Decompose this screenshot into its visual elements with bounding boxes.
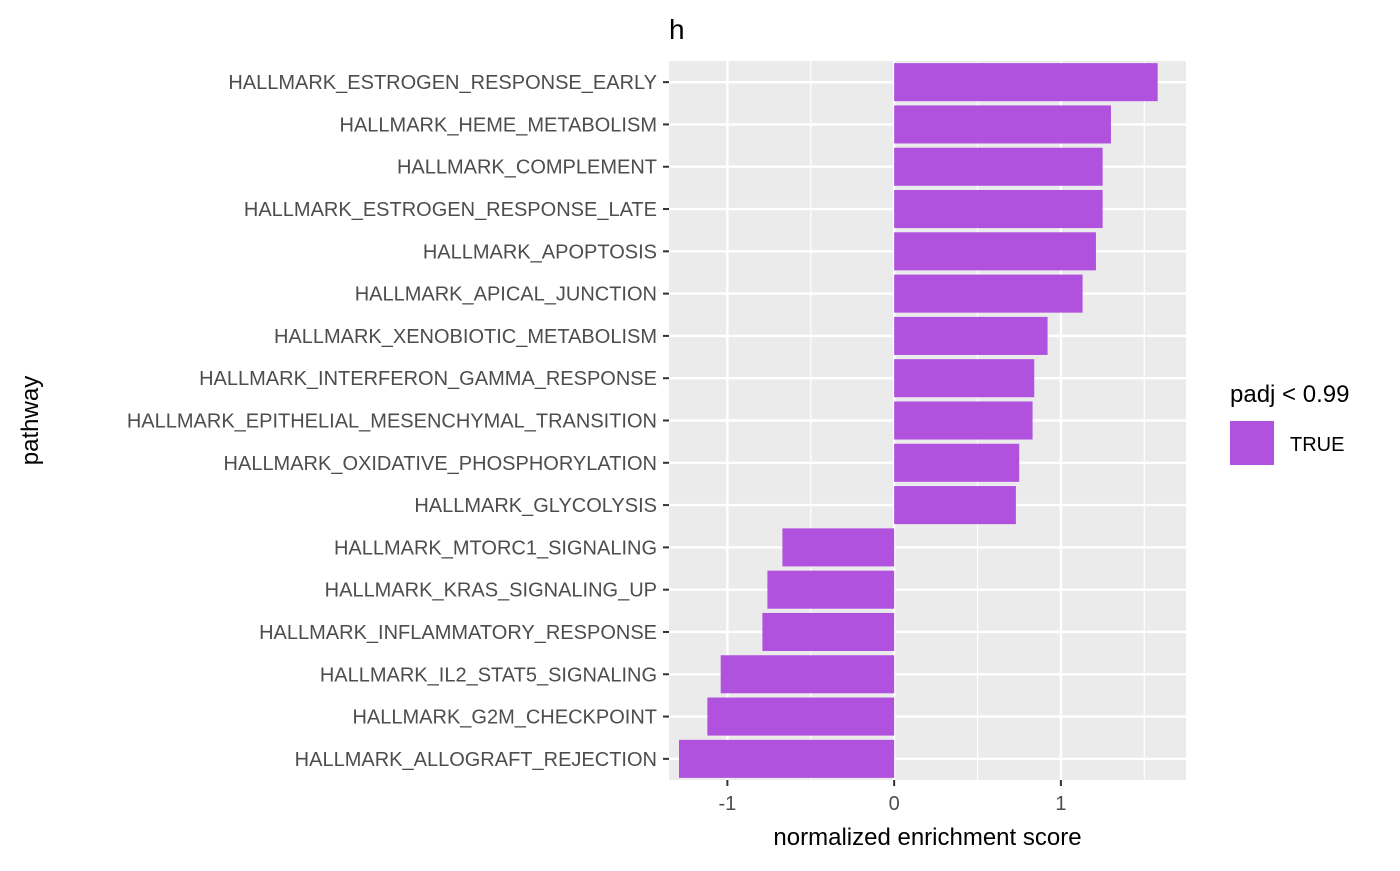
y-tick-label: HALLMARK_OXIDATIVE_PHOSPHORYLATION (224, 453, 657, 475)
bar-hallmark-estrogen-response-early (894, 63, 1158, 102)
y-tick-label: HALLMARK_ALLOGRAFT_REJECTION (295, 749, 657, 771)
bar-hallmark-epithelial-mesenchymal-transition (894, 401, 1033, 440)
y-axis-title: pathway (17, 376, 44, 465)
x-axis-title: normalized enrichment score (773, 824, 1081, 851)
y-tick-label: HALLMARK_INFLAMMATORY_RESPONSE (259, 622, 657, 644)
x-axis: -1 0 1 (718, 780, 1066, 815)
y-axis: HALLMARK_ESTROGEN_RESPONSE_EARLY HALLMARK… (127, 72, 669, 771)
y-tick-label: HALLMARK_APICAL_JUNCTION (355, 284, 657, 306)
bar-hallmark-g2m-checkpoint (707, 697, 895, 736)
y-tick-label: HALLMARK_EPITHELIAL_MESENCHYMAL_TRANSITI… (127, 411, 657, 433)
bar-hallmark-apoptosis (894, 232, 1096, 271)
chart-title: h (669, 14, 685, 45)
y-tick-label: HALLMARK_ESTROGEN_RESPONSE_EARLY (228, 72, 657, 94)
y-tick-label: HALLMARK_HEME_METABOLISM (340, 114, 658, 136)
bar-hallmark-il2-stat5-signaling (720, 655, 895, 694)
legend-key-true (1230, 421, 1274, 465)
y-tick-label: HALLMARK_COMPLEMENT (397, 157, 657, 179)
y-tick-label: HALLMARK_ESTROGEN_RESPONSE_LATE (244, 199, 657, 221)
bar-hallmark-inflammatory-response (762, 612, 895, 652)
bar-hallmark-complement (894, 147, 1103, 186)
bars (679, 63, 1158, 778)
bar-hallmark-heme-metabolism (894, 105, 1111, 144)
bar-hallmark-estrogen-response-late (894, 189, 1103, 229)
y-tick-label: HALLMARK_KRAS_SIGNALING_UP (325, 580, 657, 602)
x-tick-label: 1 (1055, 793, 1066, 815)
x-tick-label: 0 (889, 793, 900, 815)
y-tick-label: HALLMARK_INTERFERON_GAMMA_RESPONSE (199, 368, 657, 390)
bar-hallmark-interferon-gamma-response (894, 359, 1035, 398)
y-tick-label: HALLMARK_GLYCOLYSIS (414, 495, 657, 517)
bar-hallmark-mtorc1-signaling (782, 528, 895, 567)
y-tick-label: HALLMARK_G2M_CHECKPOINT (352, 707, 657, 729)
bar-hallmark-oxidative-phosphorylation (894, 443, 1020, 482)
bar-hallmark-kras-signaling-up (767, 570, 895, 609)
legend: padj < 0.99 TRUE (1230, 381, 1349, 465)
bar-hallmark-xenobiotic-metabolism (894, 316, 1048, 355)
bar-hallmark-apical-junction (894, 274, 1083, 313)
legend-title: padj < 0.99 (1230, 381, 1349, 408)
legend-label-true: TRUE (1290, 434, 1344, 456)
x-tick-label: -1 (718, 793, 736, 815)
y-tick-label: HALLMARK_XENOBIOTIC_METABOLISM (274, 326, 657, 348)
y-tick-label: HALLMARK_IL2_STAT5_SIGNALING (320, 664, 657, 686)
y-tick-label: HALLMARK_MTORC1_SIGNALING (334, 537, 657, 559)
bar-hallmark-allograft-rejection (679, 739, 895, 778)
bar-hallmark-glycolysis (894, 486, 1016, 525)
y-tick-label: HALLMARK_APOPTOSIS (423, 241, 657, 263)
